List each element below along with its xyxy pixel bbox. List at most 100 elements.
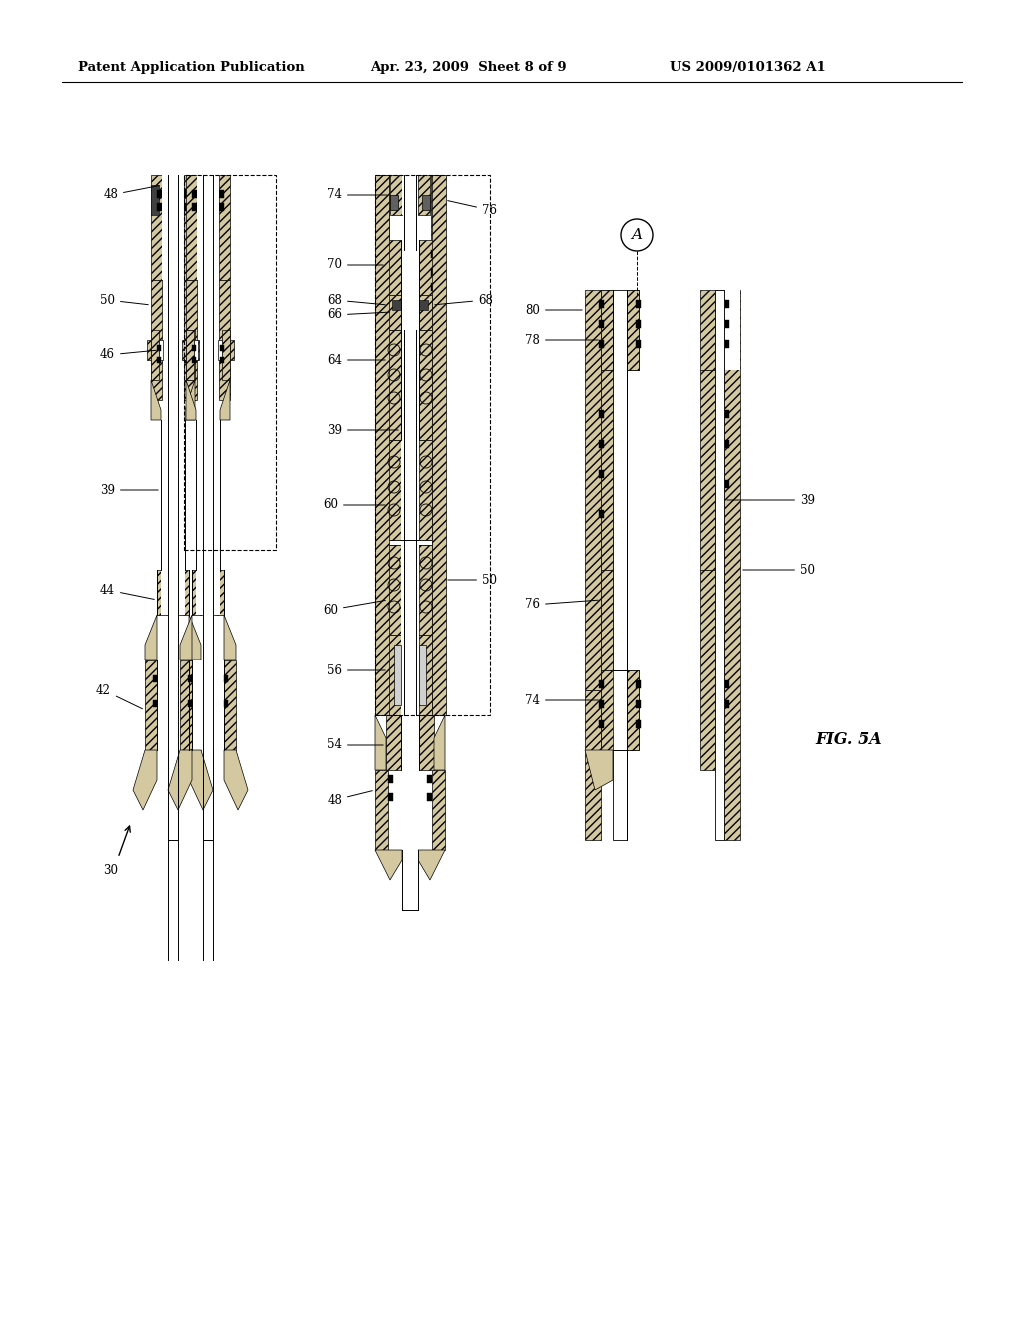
Bar — [392, 300, 401, 310]
Bar — [724, 341, 729, 348]
Bar — [419, 635, 432, 715]
Bar — [193, 345, 196, 351]
Bar — [151, 330, 159, 380]
Bar — [375, 176, 490, 715]
Bar — [636, 700, 641, 708]
Bar — [636, 341, 641, 348]
Polygon shape — [224, 750, 248, 810]
Bar — [401, 715, 419, 770]
Bar — [186, 330, 194, 380]
Bar — [185, 356, 189, 363]
Text: 68: 68 — [327, 293, 385, 306]
Bar — [157, 203, 162, 211]
Bar — [189, 660, 201, 750]
Polygon shape — [189, 615, 201, 660]
Bar — [197, 176, 219, 280]
Text: 66: 66 — [327, 309, 389, 322]
Bar — [375, 176, 389, 240]
Bar — [636, 719, 641, 729]
Bar — [431, 249, 436, 257]
Bar — [188, 675, 193, 682]
Bar — [384, 268, 389, 276]
Bar — [401, 240, 419, 294]
Text: 39: 39 — [727, 494, 815, 507]
Text: Apr. 23, 2009  Sheet 8 of 9: Apr. 23, 2009 Sheet 8 of 9 — [370, 62, 566, 74]
Bar — [401, 440, 419, 540]
Bar — [715, 290, 740, 370]
Bar — [390, 195, 398, 210]
Text: 70: 70 — [327, 259, 383, 272]
Bar — [419, 715, 434, 770]
Bar — [627, 290, 639, 370]
Bar — [224, 660, 236, 750]
Bar — [401, 294, 419, 330]
Text: 64: 64 — [327, 354, 385, 367]
Bar — [724, 680, 729, 688]
Bar — [427, 775, 432, 783]
Text: 39: 39 — [327, 424, 398, 437]
Bar — [431, 282, 436, 290]
Polygon shape — [185, 380, 195, 420]
Bar — [390, 176, 402, 215]
Bar — [193, 356, 196, 363]
Bar — [700, 370, 715, 570]
Bar — [219, 176, 230, 280]
Polygon shape — [220, 380, 230, 420]
Bar — [153, 700, 157, 708]
Bar — [151, 176, 162, 280]
Bar — [431, 176, 445, 240]
Polygon shape — [168, 750, 193, 810]
Bar — [183, 341, 187, 360]
Bar — [724, 319, 729, 327]
Bar — [724, 700, 729, 708]
Bar — [186, 176, 197, 280]
Bar — [401, 635, 419, 715]
Bar — [386, 240, 401, 294]
Text: 60: 60 — [323, 601, 385, 616]
Text: FIG. 5A: FIG. 5A — [815, 731, 882, 748]
Bar — [388, 635, 432, 715]
Bar — [184, 176, 276, 550]
Bar — [194, 341, 198, 360]
Text: 39: 39 — [100, 483, 159, 496]
Bar — [375, 770, 388, 850]
Bar — [599, 300, 604, 308]
Polygon shape — [180, 615, 193, 660]
Bar — [401, 330, 419, 440]
Bar — [402, 176, 418, 215]
Bar — [724, 290, 740, 840]
Bar — [184, 203, 189, 211]
Text: 76: 76 — [525, 598, 598, 611]
Bar — [384, 282, 389, 290]
Polygon shape — [186, 380, 196, 420]
Bar — [193, 660, 224, 750]
Bar — [214, 570, 224, 615]
Bar — [189, 675, 193, 682]
Text: 74: 74 — [525, 693, 598, 706]
Text: 44: 44 — [100, 583, 155, 599]
Bar — [715, 290, 724, 840]
Polygon shape — [145, 615, 157, 660]
Text: 68: 68 — [435, 293, 493, 306]
Text: 60: 60 — [323, 499, 385, 511]
Bar — [601, 671, 639, 750]
Bar — [182, 341, 186, 360]
Bar — [599, 719, 604, 729]
Bar — [222, 330, 230, 380]
Bar — [601, 570, 613, 671]
Bar — [388, 635, 401, 715]
Text: 80: 80 — [525, 304, 583, 317]
Bar — [636, 300, 641, 308]
Bar — [724, 411, 729, 418]
Bar — [220, 345, 224, 351]
Text: 46: 46 — [100, 348, 157, 362]
Bar — [585, 690, 601, 840]
Bar — [388, 775, 393, 783]
Bar — [388, 294, 401, 330]
Bar — [601, 671, 613, 750]
Bar — [184, 190, 189, 198]
Bar — [724, 440, 729, 447]
Polygon shape — [189, 750, 213, 810]
Bar — [422, 195, 430, 210]
Text: 50: 50 — [100, 293, 148, 306]
